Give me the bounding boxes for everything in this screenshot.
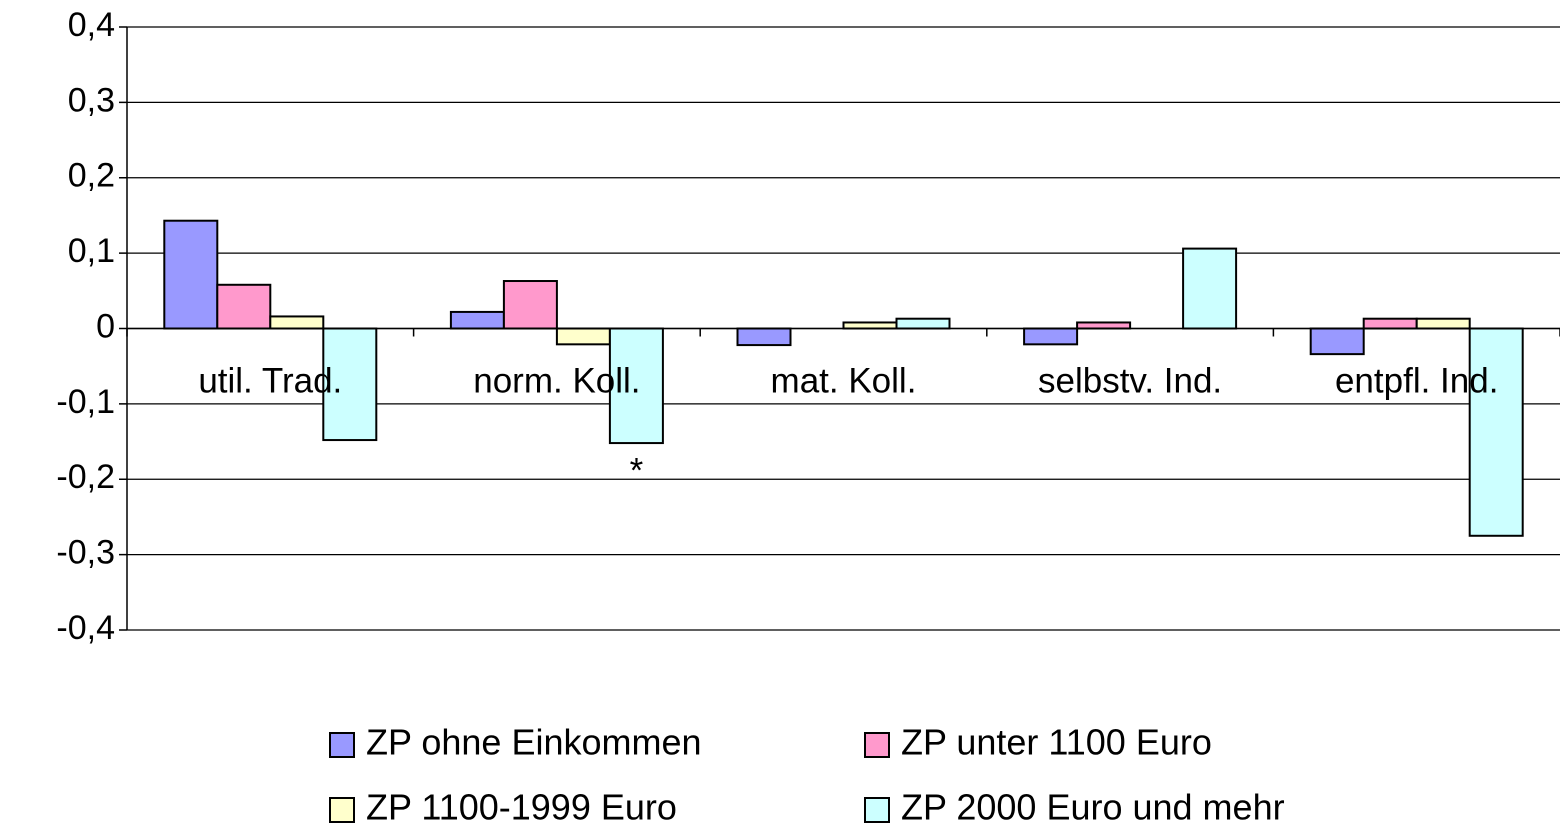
bar (449, 310, 505, 330)
y-tick-label: -0,3 (56, 534, 115, 572)
y-tick-label: 0,1 (68, 232, 115, 270)
bar (895, 317, 951, 330)
bar (163, 219, 219, 330)
y-tick-label: 0,4 (68, 6, 115, 44)
bar (1309, 327, 1365, 356)
legend-swatch (329, 732, 355, 758)
y-tick-label: 0,3 (68, 81, 115, 119)
x-tick-label: selbstv. Ind. (1038, 361, 1222, 400)
x-tick-label: util. Trad. (198, 361, 342, 400)
legend-label: ZP ohne Einkommen (366, 722, 702, 763)
legend-label: ZP 1100-1999 Euro (366, 787, 677, 828)
legend-swatch (864, 732, 890, 758)
annotation: * (630, 451, 644, 490)
y-tick-label: -0,1 (56, 383, 115, 421)
bar (1076, 321, 1132, 330)
bar (269, 315, 325, 330)
bar (1415, 317, 1471, 330)
y-tick-label: 0 (96, 307, 115, 345)
bar (1182, 247, 1238, 330)
legend-swatch (329, 797, 355, 823)
bar (322, 327, 378, 442)
bar (842, 321, 898, 330)
x-tick-label: norm. Koll. (473, 361, 640, 400)
bar (502, 280, 558, 330)
bar (1023, 327, 1079, 346)
bar (1468, 327, 1524, 537)
bar (608, 327, 664, 445)
x-tick-label: mat. Koll. (771, 361, 917, 400)
legend-swatch (864, 797, 890, 823)
bar (736, 327, 792, 347)
legend-label: ZP 2000 Euro und mehr (901, 787, 1285, 828)
legend-label: ZP unter 1100 Euro (901, 722, 1212, 763)
bar (1362, 317, 1418, 330)
bar (216, 283, 272, 330)
y-tick-label: -0,4 (56, 609, 115, 647)
x-tick-label: entpfl. Ind. (1335, 361, 1498, 400)
y-tick-label: 0,2 (68, 157, 115, 195)
bar (555, 327, 611, 346)
y-tick-label: -0,2 (56, 458, 115, 496)
